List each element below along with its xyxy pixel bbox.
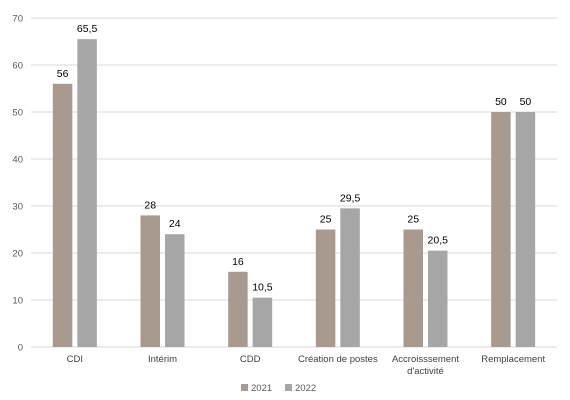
legend-label: 2021 <box>251 383 272 394</box>
y-tick-label: 30 <box>12 202 23 213</box>
data-label: 50 <box>495 96 507 108</box>
bar-2022-1 <box>165 234 185 347</box>
x-category-label: Accroisssement d'activité <box>392 354 459 377</box>
data-label: 65,5 <box>77 23 98 35</box>
x-axis: CDI Intérim CDD Création de postes Accroisss… <box>67 354 546 377</box>
y-axis: 0 10 20 30 40 50 60 70 <box>12 14 23 354</box>
y-tick-label: 70 <box>12 14 23 25</box>
bar-2021-4 <box>403 229 423 347</box>
bar-2022-3 <box>340 208 360 347</box>
bar-2021-3 <box>315 229 336 347</box>
gridlines <box>31 17 557 348</box>
data-label: 10,5 <box>252 282 273 294</box>
bar-2021-5 <box>491 112 511 347</box>
y-tick-label: 20 <box>12 249 23 260</box>
data-label: 25 <box>407 214 419 226</box>
legend-swatch-2022 <box>285 384 292 391</box>
bar-2021-2 <box>228 271 248 347</box>
x-category-label: Remplacement <box>481 354 545 365</box>
legend-swatch-2021 <box>241 384 248 391</box>
data-label: 50 <box>520 96 532 108</box>
bar-2021-1 <box>140 215 160 347</box>
x-category-label: CDI <box>67 354 83 365</box>
data-labels: 56 65,5 28 24 16 10,5 25 29,5 25 20,5 50 50 <box>57 23 532 294</box>
data-label: 25 <box>320 214 332 226</box>
x-category-label: Intérim <box>148 354 177 365</box>
bar-2022-4 <box>428 250 448 347</box>
bar-2021-0 <box>52 83 73 348</box>
bars <box>52 39 536 348</box>
y-tick-label: 40 <box>12 155 23 166</box>
legend: 2021 2022 <box>241 383 316 394</box>
data-label: 28 <box>144 199 156 211</box>
x-category-label: Création de postes <box>298 354 378 365</box>
data-label: 16 <box>232 256 244 268</box>
bar-2022-2 <box>252 297 273 347</box>
data-label: 24 <box>169 218 181 230</box>
y-tick-label: 50 <box>12 108 23 119</box>
y-tick-label: 10 <box>12 296 23 307</box>
y-tick-label: 60 <box>12 61 23 72</box>
x-category-label: CDD <box>240 354 261 365</box>
bar-2022-0 <box>77 39 97 348</box>
legend-label: 2022 <box>295 383 316 394</box>
data-label: 56 <box>57 68 69 80</box>
y-tick-label: 0 <box>18 343 23 354</box>
data-label: 29,5 <box>340 192 361 204</box>
bar-2022-5 <box>515 112 536 347</box>
data-label: 20,5 <box>428 235 449 247</box>
